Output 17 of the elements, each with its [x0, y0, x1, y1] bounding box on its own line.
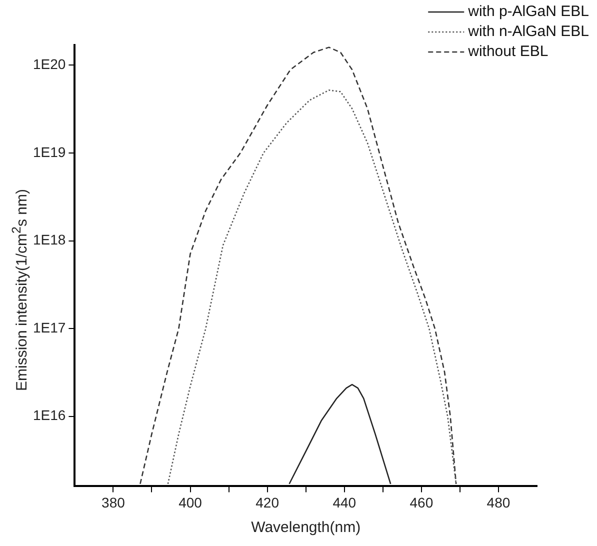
x-tick-label: 480: [486, 494, 510, 510]
x-axis-title: Wavelength(nm): [251, 519, 361, 536]
legend-label: with n-AlGaN EBL: [467, 23, 590, 40]
line-series: [167, 90, 457, 485]
y-tick-label: 1E18: [32, 232, 66, 248]
y-tick-label: 1E17: [32, 319, 66, 336]
legend-label: with p-AlGaN EBL: [467, 3, 590, 20]
x-tick-label: 420: [256, 494, 280, 510]
legend-label: without EBL: [467, 43, 548, 60]
line-series: [140, 46, 457, 485]
x-tick-label: 460: [410, 494, 434, 510]
x-tick-label: 440: [332, 494, 356, 510]
y-tick-label: 1E19: [32, 144, 66, 160]
x-tick-label: 400: [178, 494, 202, 510]
x-tick-label: 380: [102, 494, 126, 510]
y-tick-label: 1E20: [32, 56, 66, 72]
y-tick-label: 1E16: [32, 407, 66, 424]
